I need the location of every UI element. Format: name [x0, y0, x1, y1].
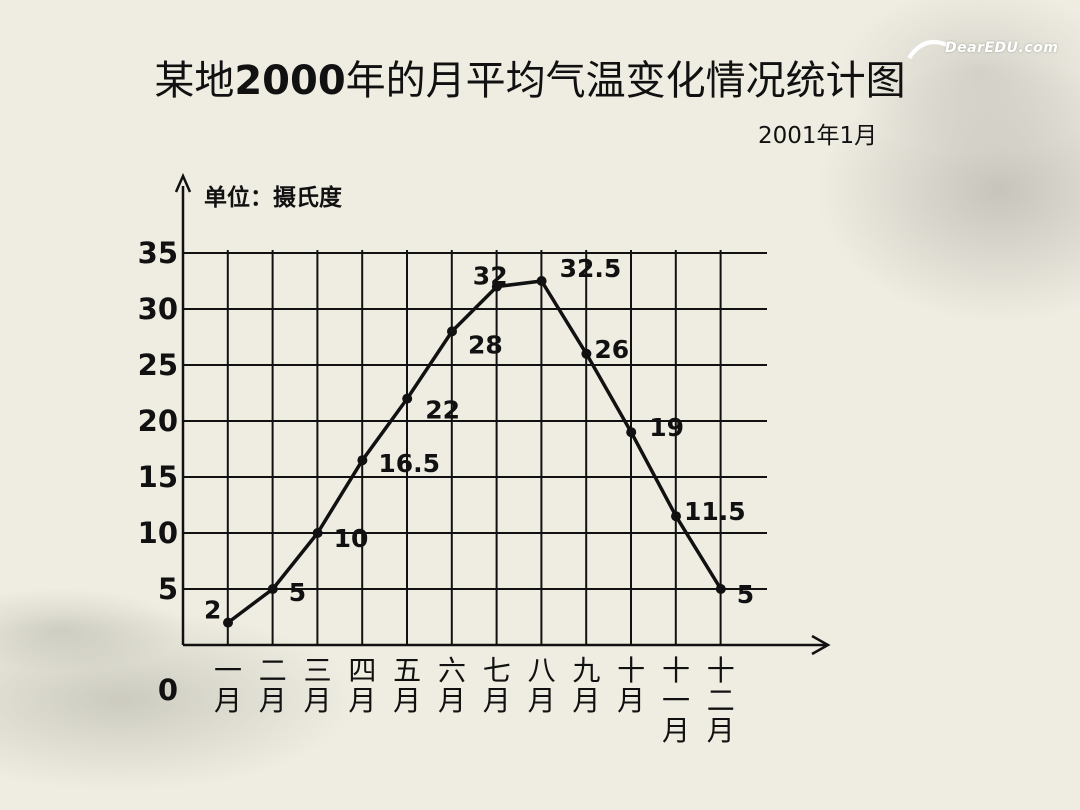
data-point: [581, 348, 592, 359]
data-point: [447, 326, 457, 337]
y-axis-arrow-icon: [174, 172, 192, 193]
x-tick-label: 一 月: [213, 654, 242, 717]
data-label: 32: [473, 262, 508, 291]
data-label: 10: [334, 524, 369, 553]
x-tick-label: 三 月: [303, 654, 332, 717]
x-tick-label: 十 一 月: [661, 654, 690, 747]
x-tick-label: 十 月: [617, 654, 646, 717]
data-label: 16.5: [378, 449, 440, 478]
chart-title: 某地2000年的月平均气温变化情况统计图: [0, 48, 1060, 106]
y-tick-label: 20: [138, 404, 178, 438]
chart-grid: [182, 250, 767, 645]
data-point: [312, 528, 323, 538]
x-tick-label: 六 月: [437, 654, 466, 717]
data-label: 5: [289, 578, 306, 607]
x-tick-label: 四 月: [348, 654, 377, 717]
data-label: 5: [737, 580, 754, 609]
data-point: [491, 281, 502, 292]
y-tick-label: 30: [138, 292, 178, 326]
data-label: 22: [425, 396, 460, 425]
data-label: 11.5: [684, 497, 746, 526]
title-suffix: 年的月平均气温变化情况统计图: [345, 58, 906, 104]
logo-arc-icon: [907, 40, 950, 60]
data-label: 19: [649, 413, 684, 442]
x-tick-label: 二 月: [258, 654, 287, 717]
chart-date: 2001年1月: [758, 123, 878, 149]
chart-axes: [174, 172, 831, 656]
x-tick-label: 七 月: [482, 654, 511, 717]
y-tick-label: 5: [158, 572, 178, 606]
y-tick-label: 10: [138, 516, 178, 550]
temperature-series: [223, 276, 726, 628]
x-tick-label: 十 二 月: [706, 654, 735, 747]
y-tick-labels: 0 5 10 15 20 25 30 35: [138, 236, 178, 707]
data-point: [715, 584, 726, 594]
logo-text: DearEDU.com: [945, 40, 1059, 56]
y-tick-label: 0: [158, 673, 178, 707]
y-axis-unit-label: 单位：摄氏度: [204, 184, 342, 211]
data-point: [402, 393, 413, 404]
data-point: [267, 584, 278, 594]
x-tick-label: 八 月: [527, 654, 556, 717]
data-point: [357, 455, 368, 466]
data-label: 2: [204, 596, 221, 625]
x-tick-label: 五 月: [393, 654, 422, 717]
data-point: [626, 427, 637, 438]
x-tick-label: 九 月: [572, 654, 601, 717]
data-label: 28: [468, 330, 503, 359]
y-tick-label: 35: [138, 236, 178, 270]
logo: DearEDU.com: [905, 36, 1059, 76]
x-axis-arrow-icon: [811, 634, 831, 656]
data-point: [223, 617, 233, 628]
title-prefix: 某地: [154, 58, 235, 104]
series-line: [226, 279, 723, 624]
y-tick-label: 25: [138, 348, 178, 382]
data-labels: 2 5 10 16.5 22 28 32 32.5 26 19 11.5 5: [204, 254, 754, 625]
data-label: 32.5: [560, 254, 622, 283]
data-label: 26: [594, 335, 629, 364]
data-point: [536, 276, 547, 286]
y-tick-label: 15: [138, 460, 178, 494]
data-point: [671, 511, 681, 522]
title-year: 2000: [234, 58, 346, 104]
